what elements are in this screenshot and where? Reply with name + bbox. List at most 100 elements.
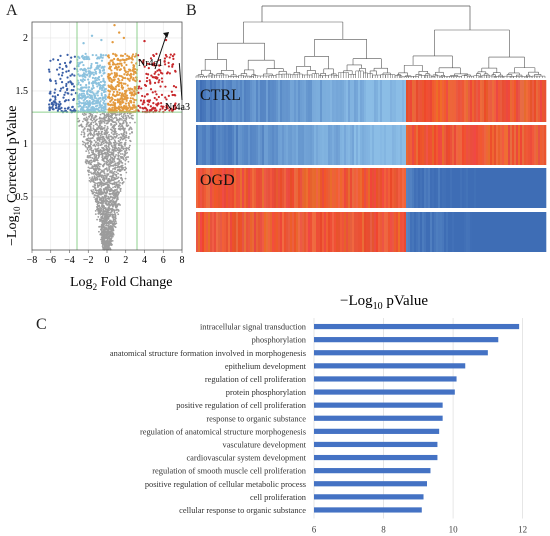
bar-category-label: cardiovascular system development [186,454,306,463]
volcano-point [96,218,98,221]
bar-category-label: regulation of smooth muscle cell prolife… [152,467,307,476]
volcano-point [85,116,88,119]
volcano-point [103,182,106,185]
volcano-point [82,131,85,134]
volcano-point [120,141,123,144]
bar-category-label: epithelium development [225,362,307,371]
volcano-point [124,163,127,165]
bar-chart-bars [314,323,520,513]
volcano-point [119,136,122,139]
bar [314,323,520,330]
volcano-point [101,112,104,115]
volcano-point [115,117,118,119]
volcano-point [118,147,120,150]
volcano-point [129,140,132,143]
volcano-point [110,138,113,141]
volcano-point [129,126,132,129]
volcano-point [93,196,96,199]
bar-x-tick-label: 12 [518,525,527,535]
volcano-point [126,112,129,115]
volcano-point [82,120,84,123]
volcano-point [91,157,94,159]
volcano-point [120,127,123,130]
volcano-point [120,115,123,118]
volcano-point [96,162,99,164]
volcano-point [92,121,95,124]
bar [314,389,455,395]
volcano-point [99,136,102,139]
volcano-point [130,116,132,119]
volcano-point [117,183,120,186]
volcano-point [124,144,126,147]
volcano-point [87,115,90,118]
volcano-point [96,163,99,166]
bar-chart-category-labels: intracellular signal transduction phospho… [110,323,307,515]
bar-chart-title: −Log10 pValue [340,293,428,312]
volcano-point [92,118,95,121]
volcano-point [108,147,111,150]
volcano-point [117,137,120,140]
volcano-point [111,148,114,151]
bar [314,376,457,382]
volcano-point [113,160,116,163]
volcano-point [100,126,102,129]
volcano-point [85,125,88,128]
volcano-point [115,173,118,176]
volcano-point [134,121,136,124]
volcano-point [127,147,130,150]
panel-a-letter: A [6,2,18,19]
bar-category-label: regulation of anatomical structure morph… [140,427,306,436]
bar-category-label: protein phosphorylation [226,388,307,397]
volcano-point [92,149,95,152]
volcano-point [88,177,91,179]
volcano-point [116,188,118,191]
volcano-point [100,228,103,231]
volcano-point [115,164,118,167]
volcano-point [116,211,118,214]
volcano-point [89,113,92,116]
volcano-point [129,144,131,147]
volcano-point [116,113,118,116]
bar [314,415,443,421]
volcano-point [117,151,120,154]
volcano-point [113,135,116,138]
bar [314,507,422,513]
volcano-point [86,147,89,149]
volcano-point [87,162,90,165]
volcano-point [83,128,86,130]
volcano-point [119,141,122,144]
volcano-point [109,182,112,185]
volcano-point [90,172,93,175]
volcano-point [108,168,111,171]
volcano-point [128,146,131,149]
volcano-point [84,144,86,147]
volcano-point [129,132,131,135]
volcano-point [127,137,130,140]
volcano-point [103,180,106,183]
volcano-points [47,23,178,251]
volcano-point [119,138,122,141]
bar-category-label: regulation of cell proliferation [205,375,307,384]
volcano-point [90,149,93,152]
bar [314,350,488,356]
panel-b-letter: B [186,2,197,19]
volcano-point [102,142,105,145]
volcano-point [96,124,99,126]
bar-x-tick-label: 8 [381,525,386,535]
volcano-point [119,181,121,184]
volcano-point [81,140,84,143]
volcano-point [102,184,105,187]
volcano-point [107,195,110,198]
volcano-point [86,156,89,159]
volcano-point [87,133,90,136]
volcano-point [105,134,108,137]
volcano-point [91,176,94,179]
volcano-point [83,132,86,135]
bar [314,481,427,487]
panel-c-letter: C [36,316,47,333]
bar [314,454,438,461]
volcano-point [103,120,105,123]
volcano-point [101,138,104,141]
